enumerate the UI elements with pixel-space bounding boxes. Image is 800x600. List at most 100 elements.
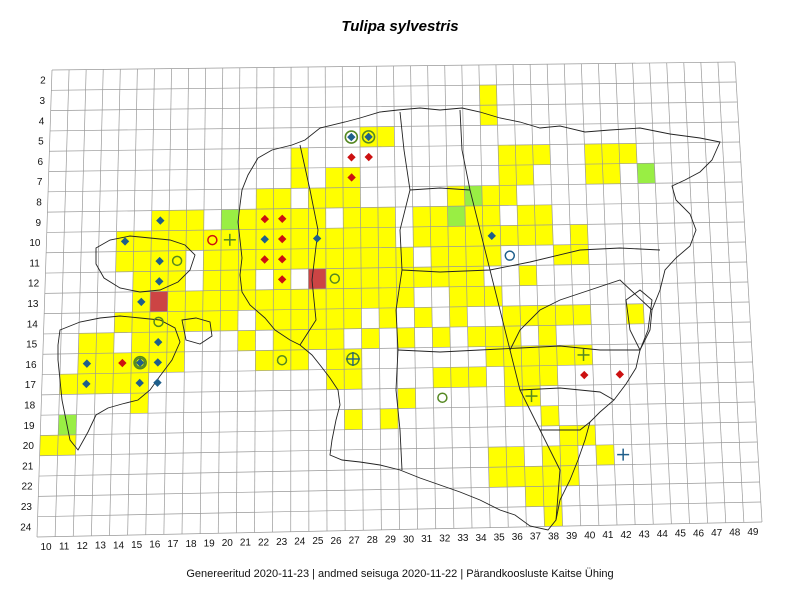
column-label: 41 xyxy=(602,530,614,541)
row-label: 15 xyxy=(26,340,38,351)
yellow-cell xyxy=(273,289,291,310)
coastline-and-borders xyxy=(57,107,721,531)
circle-marker xyxy=(329,273,341,284)
grid-line-horizontal xyxy=(48,161,741,172)
column-label: 36 xyxy=(512,532,524,543)
yellow-cell xyxy=(625,303,645,325)
diamond-marker xyxy=(82,359,92,368)
row-label: 3 xyxy=(39,96,45,107)
yellow-cell xyxy=(290,167,309,189)
column-labels: 10 11 12 13 14 15 16 17 18 19 20 21 22 23 24 25 26 27 28 29… xyxy=(41,527,759,553)
grid-line-vertical xyxy=(236,67,241,533)
yellow-cell xyxy=(326,349,345,370)
diamond-marker xyxy=(155,277,164,286)
yellow-cell xyxy=(412,206,431,227)
column-label: 24 xyxy=(294,537,306,548)
grid-line-horizontal xyxy=(37,501,761,518)
yellow-cell xyxy=(185,290,204,312)
yellow-cell xyxy=(59,373,78,395)
yellow-cell xyxy=(377,126,395,147)
county-border-5 xyxy=(401,247,661,273)
yellow-cell xyxy=(447,226,466,247)
column-label: 33 xyxy=(457,533,469,544)
yellow-cell xyxy=(290,248,309,270)
yellow-cell xyxy=(464,205,483,227)
yellow-cell xyxy=(396,287,415,308)
column-label: 30 xyxy=(403,534,415,545)
diamond-marker xyxy=(347,173,356,182)
yellow-cell xyxy=(524,466,544,487)
red-cell xyxy=(149,291,168,312)
grid-line-vertical xyxy=(145,68,155,535)
yellow-cell xyxy=(308,208,326,229)
yellow-cell xyxy=(238,269,256,291)
yellow-cell xyxy=(343,247,362,269)
yellow-cell xyxy=(308,288,327,310)
yellow-cell xyxy=(220,310,239,331)
yellow-cell xyxy=(238,229,257,250)
diamond-marker xyxy=(156,216,165,225)
yellow-cell xyxy=(167,291,186,312)
yellow-cell xyxy=(166,351,185,373)
yellow-cell xyxy=(601,143,620,164)
yellow-cell xyxy=(343,207,361,228)
county-border-7 xyxy=(509,279,653,351)
diamond-marker xyxy=(260,214,270,224)
county-border-8 xyxy=(519,387,615,401)
diamond-ring-marker xyxy=(133,355,147,370)
grid-line-horizontal xyxy=(51,81,737,91)
yellow-cell xyxy=(502,325,522,347)
row-label: 17 xyxy=(25,380,37,391)
diamond-marker xyxy=(278,234,287,244)
circle-marker xyxy=(207,234,218,246)
yellow-cell xyxy=(203,270,221,291)
yellow-cell xyxy=(238,249,256,271)
yellow-cell xyxy=(39,435,59,456)
yellow-cell xyxy=(255,350,274,371)
yellow-cell xyxy=(448,246,467,267)
yellow-cell xyxy=(96,332,115,354)
green-cell xyxy=(221,209,239,230)
yellow-cell xyxy=(290,228,309,249)
markers-layer xyxy=(82,130,630,461)
column-label: 34 xyxy=(476,533,488,544)
yellow-cell xyxy=(290,289,309,310)
row-label: 14 xyxy=(27,319,39,330)
diamond-marker xyxy=(137,297,146,307)
yellow-cell xyxy=(414,307,433,328)
yellow-cell xyxy=(378,227,396,248)
grid-line-vertical xyxy=(376,66,382,530)
column-label: 48 xyxy=(729,528,741,539)
yellow-cell xyxy=(538,325,557,346)
column-label: 46 xyxy=(693,528,705,539)
yellow-cell xyxy=(220,249,239,271)
yellow-cell xyxy=(559,425,578,446)
row-label: 2 xyxy=(40,76,46,87)
yellow-cell xyxy=(361,267,379,289)
yellow-cell xyxy=(379,307,397,329)
yellow-cell xyxy=(555,304,574,326)
yellow-cell xyxy=(584,143,603,165)
diamond-marker xyxy=(155,256,164,266)
yellow-cell xyxy=(517,205,536,226)
grid-line-vertical xyxy=(444,65,455,529)
grid-line-horizontal xyxy=(50,121,739,132)
county-border-3 xyxy=(459,109,561,521)
yellow-cell xyxy=(521,365,541,387)
grid-line-vertical xyxy=(393,65,400,530)
grid-line-vertical xyxy=(495,64,509,528)
yellow-cell xyxy=(488,446,507,468)
grid-line-vertical xyxy=(598,63,618,526)
grid-line-vertical xyxy=(580,63,600,526)
grid-lines xyxy=(36,61,763,538)
map-title: Tulipa sylvestris xyxy=(341,18,459,35)
yellow-cell xyxy=(220,290,239,311)
yellow-cell xyxy=(237,330,256,351)
yellow-cell xyxy=(344,409,363,430)
grid-line-vertical xyxy=(734,61,763,523)
yellow-cell xyxy=(559,445,579,466)
column-label: 19 xyxy=(204,538,216,549)
grid-line-vertical xyxy=(563,63,582,526)
grid-line-vertical xyxy=(72,69,87,537)
yellow-cell xyxy=(115,251,134,272)
